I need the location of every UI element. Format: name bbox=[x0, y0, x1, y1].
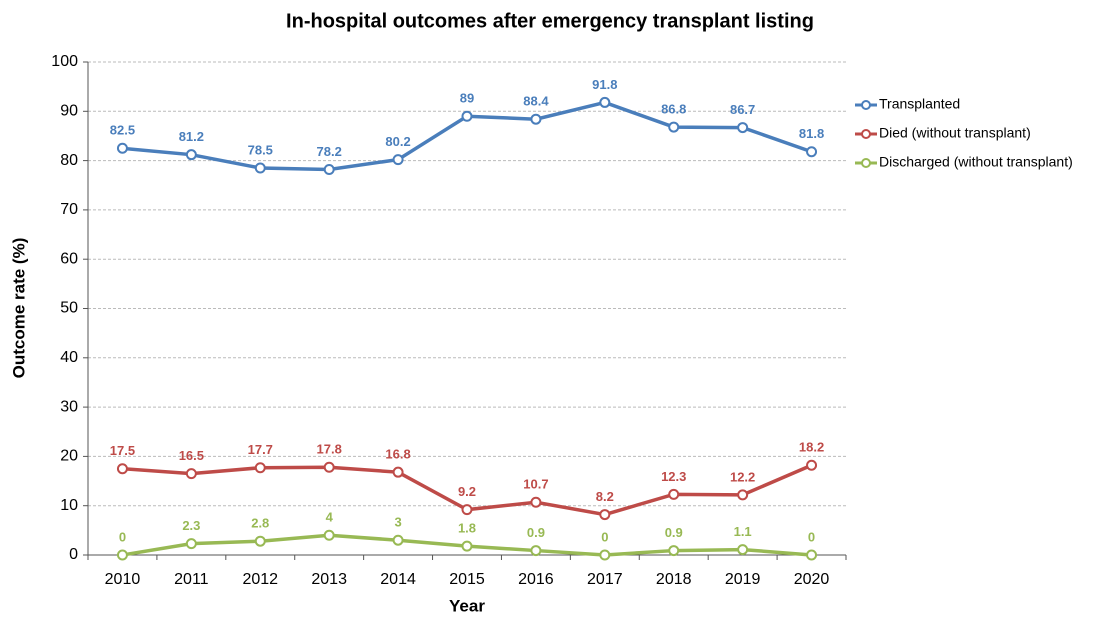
x-tick-label: 2010 bbox=[105, 571, 141, 588]
data-point bbox=[806, 459, 818, 471]
data-point bbox=[185, 538, 197, 550]
data-point bbox=[323, 461, 335, 473]
x-tick-label: 2011 bbox=[174, 571, 209, 588]
data-point bbox=[392, 466, 404, 478]
x-tick-label: 2018 bbox=[656, 571, 692, 588]
x-tick-label: 2016 bbox=[518, 571, 554, 588]
data-point bbox=[392, 534, 404, 546]
y-tick-label: 10 bbox=[60, 497, 78, 514]
x-tick-label: 2013 bbox=[311, 571, 347, 588]
data-point bbox=[668, 488, 680, 500]
data-point bbox=[461, 504, 473, 516]
data-point bbox=[461, 110, 473, 122]
data-point bbox=[668, 545, 680, 557]
data-point bbox=[254, 535, 266, 547]
data-label: 12.3 bbox=[661, 469, 686, 484]
y-tick-label: 90 bbox=[60, 103, 78, 120]
data-label: 86.7 bbox=[730, 102, 755, 117]
data-label: 16.5 bbox=[179, 448, 204, 463]
data-point bbox=[254, 462, 266, 474]
legend-label: Discharged (without transplant) bbox=[879, 154, 1073, 170]
legend-swatch-marker bbox=[861, 100, 871, 110]
data-point bbox=[737, 122, 749, 134]
data-point bbox=[530, 496, 542, 508]
y-tick-label: 30 bbox=[60, 398, 78, 415]
data-label: 16.8 bbox=[385, 447, 410, 462]
data-label: 17.5 bbox=[110, 443, 135, 458]
data-label: 0.9 bbox=[665, 525, 683, 540]
data-label: 86.8 bbox=[661, 102, 686, 117]
data-label: 10.7 bbox=[523, 477, 548, 492]
data-label: 82.5 bbox=[110, 123, 135, 138]
legend-label: Transplanted bbox=[879, 96, 960, 112]
data-point bbox=[668, 121, 680, 133]
data-label: 0 bbox=[119, 529, 126, 544]
data-label: 9.2 bbox=[458, 484, 476, 499]
data-point bbox=[461, 540, 473, 552]
data-label: 78.5 bbox=[248, 142, 273, 157]
data-point bbox=[599, 509, 611, 521]
x-tick-label: 2012 bbox=[242, 571, 278, 588]
data-label: 8.2 bbox=[596, 489, 614, 504]
legend-swatch-marker bbox=[861, 129, 871, 139]
data-label: 81.2 bbox=[179, 129, 204, 144]
x-tick-label: 2015 bbox=[449, 571, 485, 588]
data-point bbox=[599, 549, 611, 561]
y-tick-label: 80 bbox=[60, 152, 78, 169]
y-tick-label: 100 bbox=[51, 53, 78, 70]
data-label: 3 bbox=[394, 515, 401, 530]
data-point bbox=[737, 489, 749, 501]
x-tick-label: 2020 bbox=[794, 571, 830, 588]
x-tick-label: 2019 bbox=[725, 571, 761, 588]
legend-swatch-marker bbox=[861, 158, 871, 168]
data-point bbox=[185, 468, 197, 480]
legend-label: Died (without transplant) bbox=[879, 125, 1031, 141]
data-label: 78.2 bbox=[317, 144, 342, 159]
y-tick-label: 0 bbox=[69, 546, 78, 563]
data-point bbox=[116, 463, 128, 475]
data-point bbox=[806, 146, 818, 158]
data-point bbox=[599, 96, 611, 108]
data-point bbox=[530, 113, 542, 125]
x-tick-label: 2014 bbox=[380, 571, 416, 588]
data-label: 81.8 bbox=[799, 126, 824, 141]
x-tick-label: 2017 bbox=[587, 571, 623, 588]
chart-title: In-hospital outcomes after emergency tra… bbox=[286, 10, 814, 32]
data-point bbox=[323, 163, 335, 175]
data-point bbox=[737, 544, 749, 556]
y-tick-label: 40 bbox=[60, 349, 78, 366]
data-point bbox=[185, 149, 197, 161]
data-label: 12.2 bbox=[730, 469, 755, 484]
data-label: 80.2 bbox=[385, 134, 410, 149]
data-point bbox=[806, 549, 818, 561]
data-point bbox=[323, 529, 335, 541]
data-label: 91.8 bbox=[592, 77, 617, 92]
data-label: 17.8 bbox=[317, 442, 342, 457]
y-tick-label: 50 bbox=[60, 300, 78, 317]
y-tick-label: 60 bbox=[60, 250, 78, 267]
data-label: 0 bbox=[808, 529, 815, 544]
data-label: 4 bbox=[326, 510, 334, 525]
y-axis-title: Outcome rate (%) bbox=[9, 238, 28, 379]
data-label: 0.9 bbox=[527, 525, 545, 540]
y-tick-label: 70 bbox=[60, 201, 78, 218]
data-point bbox=[530, 545, 542, 557]
data-label: 18.2 bbox=[799, 440, 824, 455]
data-label: 2.8 bbox=[251, 516, 269, 531]
data-point bbox=[116, 549, 128, 561]
data-label: 17.7 bbox=[248, 442, 273, 457]
data-point bbox=[392, 154, 404, 166]
data-label: 1.1 bbox=[734, 524, 752, 539]
data-label: 1.8 bbox=[458, 521, 476, 536]
data-point bbox=[254, 162, 266, 174]
data-label: 2.3 bbox=[182, 518, 200, 533]
y-tick-label: 20 bbox=[60, 448, 78, 465]
data-label: 88.4 bbox=[523, 94, 549, 109]
x-axis-title: Year bbox=[449, 596, 485, 615]
data-label: 89 bbox=[460, 91, 474, 106]
data-point bbox=[116, 142, 128, 154]
data-label: 0 bbox=[601, 529, 608, 544]
